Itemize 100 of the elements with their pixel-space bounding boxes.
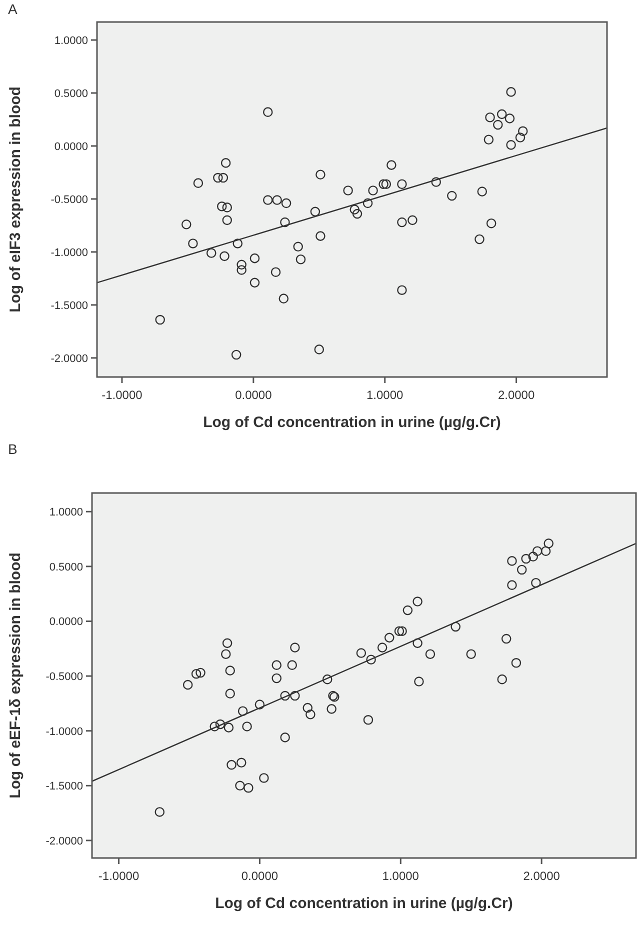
point	[507, 556, 517, 566]
point	[414, 676, 424, 686]
point	[506, 87, 516, 97]
point	[425, 649, 436, 660]
y-axis-title: Log of eIF3 expression in blood	[7, 86, 24, 312]
point	[220, 649, 231, 660]
point	[540, 546, 551, 556]
point	[485, 112, 495, 122]
point	[181, 220, 192, 230]
point	[316, 231, 326, 241]
x-tick-label: 0.0000	[241, 869, 278, 883]
y-tick-label: -1.5000	[46, 780, 83, 793]
point	[352, 208, 362, 219]
point	[235, 780, 245, 791]
point	[250, 278, 260, 288]
point	[408, 215, 418, 226]
x-tick-label: 0.0000	[235, 388, 272, 402]
point	[366, 654, 376, 665]
x-tick-label: -1.0000	[98, 869, 140, 883]
point	[222, 215, 232, 226]
point	[290, 642, 300, 652]
point	[474, 234, 484, 244]
y-tick-label: 1.0000	[54, 35, 88, 48]
point	[397, 179, 407, 190]
point	[238, 706, 248, 716]
y-tick-label: -1.5000	[50, 300, 88, 312]
point	[244, 782, 254, 793]
point	[196, 668, 206, 678]
y-tick-label: -1.0000	[46, 726, 83, 738]
point	[191, 668, 202, 679]
point	[231, 350, 242, 360]
point	[216, 201, 227, 212]
point	[362, 198, 373, 208]
point	[155, 314, 165, 325]
x-tick-label: 1.0000	[366, 388, 404, 402]
x-tick-label: 2.0000	[498, 388, 535, 402]
x-axis-title: Log of Cd concentration in urine (µg/g.Cr)	[203, 414, 501, 431]
point	[206, 248, 216, 258]
point	[193, 178, 204, 188]
point	[220, 251, 230, 262]
chart-title: B	[8, 441, 18, 457]
point	[293, 242, 304, 252]
point	[242, 722, 252, 732]
point	[326, 704, 336, 714]
point	[397, 626, 407, 636]
point	[210, 722, 220, 732]
point	[236, 758, 246, 768]
point	[188, 238, 198, 248]
point	[278, 294, 289, 304]
point	[306, 710, 316, 720]
point	[272, 673, 282, 684]
point	[486, 218, 496, 228]
point	[316, 170, 326, 180]
point	[544, 538, 554, 548]
point	[501, 634, 512, 644]
point	[302, 702, 313, 713]
point	[270, 267, 281, 277]
point	[397, 285, 407, 296]
chart-title: A	[8, 1, 18, 17]
point	[431, 177, 442, 187]
point	[368, 186, 378, 196]
point	[515, 132, 526, 142]
point	[377, 642, 388, 652]
point	[154, 807, 165, 817]
point	[222, 202, 232, 212]
point	[466, 649, 476, 660]
point	[532, 546, 542, 556]
y-tick-label: 0.0000	[54, 140, 88, 153]
point	[497, 674, 508, 684]
point	[531, 578, 541, 588]
point	[236, 265, 246, 275]
point	[222, 638, 232, 648]
point	[322, 674, 332, 684]
point	[218, 172, 228, 183]
point	[254, 700, 265, 710]
y-tick-label: -2.0000	[46, 835, 83, 848]
y-tick-label: 1.0000	[49, 506, 83, 519]
point	[450, 622, 461, 632]
point	[506, 140, 516, 150]
point	[504, 114, 515, 124]
point	[310, 206, 320, 217]
point	[516, 564, 527, 575]
point	[232, 238, 243, 248]
y-tick-label: 0.5000	[54, 88, 88, 100]
point	[493, 120, 503, 130]
point	[412, 638, 422, 648]
point	[272, 195, 282, 205]
point	[225, 666, 236, 676]
point	[314, 344, 324, 354]
point	[397, 217, 407, 228]
point	[394, 626, 404, 636]
point	[280, 217, 290, 228]
point	[343, 186, 353, 196]
point	[272, 660, 282, 670]
point	[281, 198, 292, 208]
point	[220, 158, 231, 168]
point	[402, 605, 413, 616]
y-tick-label: -0.5000	[46, 671, 83, 684]
point	[496, 109, 507, 120]
point	[363, 714, 374, 725]
